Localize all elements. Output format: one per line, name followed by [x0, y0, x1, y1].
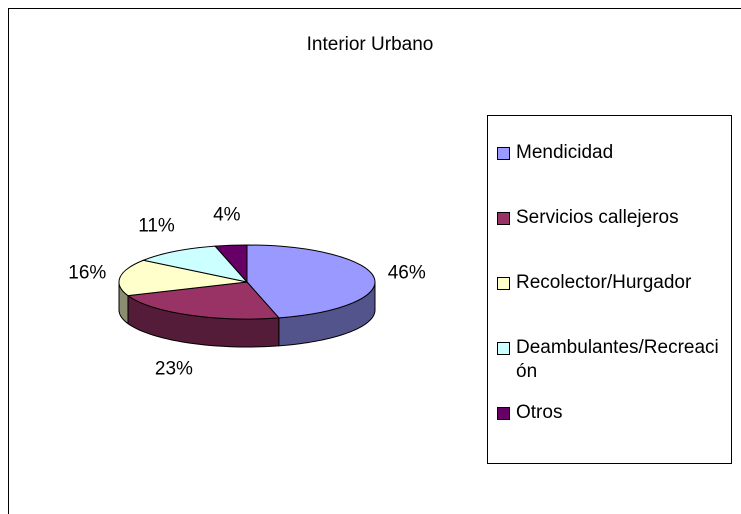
legend-swatch: [497, 277, 510, 290]
slice: [126, 281, 280, 320]
legend-label: Servicios callejeros: [516, 207, 679, 228]
slice: [214, 244, 248, 284]
chart-title: Interior Urbano: [307, 34, 434, 55]
legend-swatch: [497, 342, 510, 355]
slice: [246, 244, 376, 319]
legend-swatch: [497, 407, 510, 420]
legend-box: [487, 115, 732, 464]
slice: [141, 245, 249, 283]
legend-swatch: [497, 147, 510, 160]
legend-label: Otros: [516, 402, 563, 423]
legend-label: Deambulantes/Recreación: [516, 337, 719, 382]
data-label: 4%: [213, 205, 241, 226]
legend-label: Recolector/Hurgador: [516, 272, 692, 293]
legend-label: Mendicidad: [516, 142, 614, 163]
data-label: 23%: [155, 359, 193, 380]
data-label: 16%: [68, 263, 106, 284]
data-label: 46%: [388, 263, 426, 284]
legend-swatch: [497, 212, 510, 225]
data-label: 11%: [138, 216, 175, 237]
slice: [118, 259, 248, 297]
